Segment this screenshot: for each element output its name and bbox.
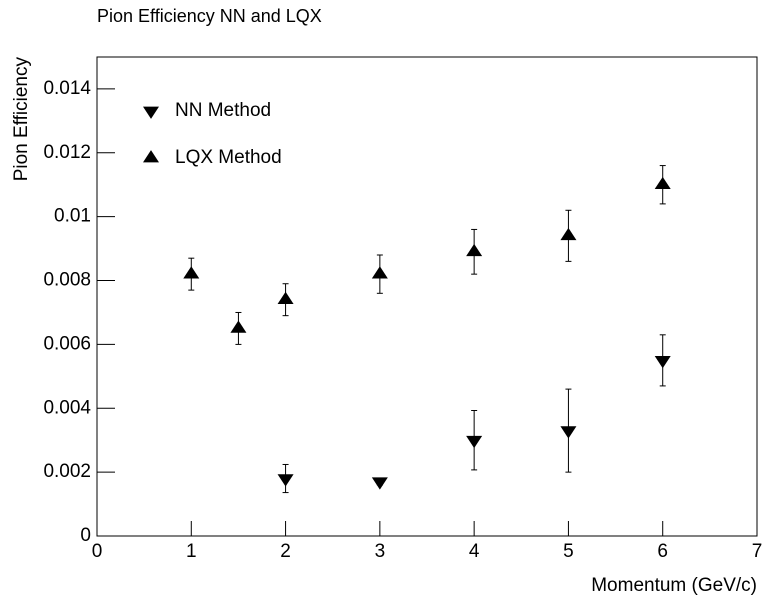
x-tick-label: 5: [563, 541, 574, 562]
y-tick-label: 0.012: [43, 142, 91, 163]
x-tick-label: 1: [186, 541, 197, 562]
y-tick-label: 0.006: [43, 333, 91, 354]
y-tick-label: 0.014: [43, 78, 91, 99]
marker: [466, 435, 483, 449]
x-tick-label: 4: [469, 541, 480, 562]
marker: [277, 291, 294, 305]
y-tick-label: 0.004: [43, 397, 91, 418]
y-tick-label: 0: [80, 525, 91, 546]
y-tick-label: 0.008: [43, 270, 91, 291]
marker: [371, 266, 388, 279]
chart-title: Pion Efficiency NN and LQX: [97, 6, 322, 26]
x-tick-label: 2: [280, 541, 291, 562]
x-tick-label: 0: [92, 541, 103, 562]
marker: [371, 477, 388, 490]
marker: [560, 426, 577, 439]
marker: [654, 176, 671, 190]
marker: [277, 474, 294, 487]
marker: [230, 320, 247, 333]
x-axis-label: Momentum (GeV/c): [591, 575, 757, 596]
x-tick-label: 7: [752, 541, 763, 562]
y-tick-label: 0.01: [54, 206, 91, 227]
plot-frame: [96, 56, 758, 537]
x-tick-label: 6: [657, 541, 668, 562]
marker: [466, 243, 483, 257]
marker: [560, 227, 577, 241]
legend-marker: [143, 150, 159, 163]
legend-label: LQX Method: [175, 147, 282, 168]
x-tick-label: 3: [375, 541, 386, 562]
marker: [654, 356, 671, 369]
y-tick-label: 0.002: [43, 461, 91, 482]
legend-label: NN Method: [175, 100, 271, 121]
legend-marker: [143, 106, 159, 119]
y-axis-label: Pion Efficiency: [11, 57, 32, 182]
marker: [183, 266, 200, 279]
